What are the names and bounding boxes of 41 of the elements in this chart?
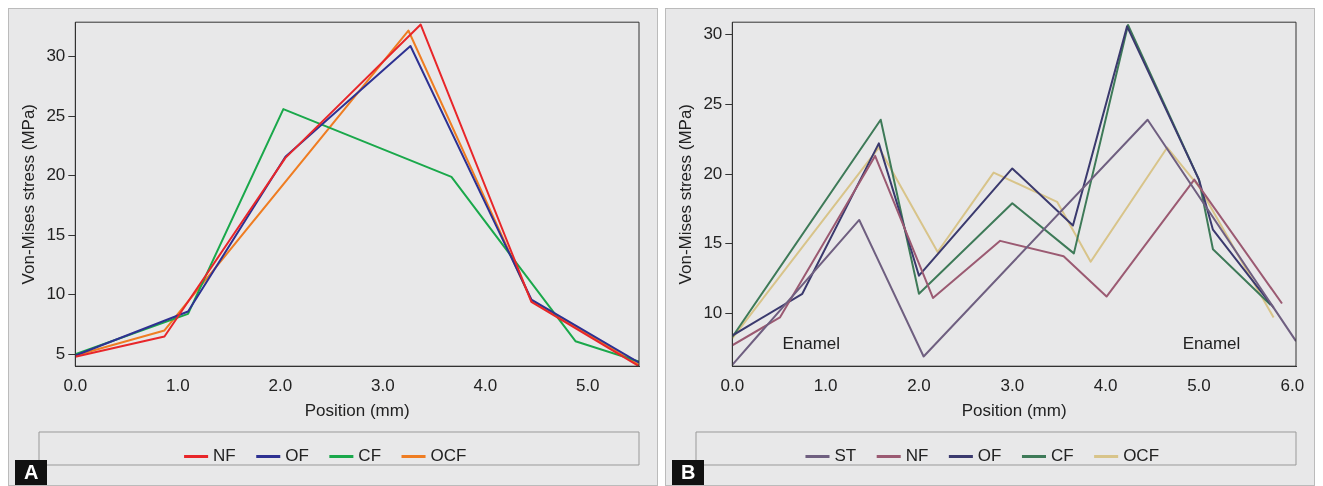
x-axis-title: Position (mm) [961, 401, 1067, 421]
x-tick-label: 0.0 [63, 376, 88, 396]
legend-label: ST [834, 446, 857, 466]
x-tick-label: 2.0 [268, 376, 293, 396]
x-tick-label: 5.0 [575, 376, 600, 396]
legend-label: OF [285, 446, 309, 466]
y-tick-label: 20 [703, 163, 723, 183]
legend-label: NF [213, 446, 236, 466]
legend-label: CF [358, 446, 382, 466]
y-tick-label: 25 [703, 94, 723, 114]
legend-label: OF [977, 446, 1002, 466]
y-tick-label: 15 [46, 224, 66, 244]
x-tick-label: 6.0 [1280, 376, 1305, 396]
y-axis-title: Von-Mises stress (MPa) [18, 103, 38, 285]
x-tick-label: 1.0 [165, 376, 190, 396]
x-axis-title: Position (mm) [304, 401, 410, 421]
x-tick-label: 5.0 [1187, 376, 1211, 396]
y-tick-label: 10 [46, 284, 66, 304]
legend-label: OCF [430, 446, 467, 466]
annotation: Enamel [782, 333, 841, 353]
y-tick-label: 5 [55, 343, 66, 363]
x-tick-label: 1.0 [813, 376, 838, 396]
x-tick-label: 0.0 [720, 376, 745, 396]
y-tick-label: 30 [703, 24, 723, 44]
y-axis-title: Von-Mises stress (MPa) [675, 103, 695, 285]
y-tick-label: 10 [703, 302, 723, 322]
x-tick-label: 2.0 [907, 376, 931, 396]
y-tick-label: 20 [46, 165, 66, 185]
legend-label: OCF [1123, 446, 1160, 466]
y-tick-label: 30 [46, 46, 66, 66]
x-tick-label: 4.0 [473, 376, 498, 396]
x-tick-label: 3.0 [1000, 376, 1025, 396]
legend-label: CF [1050, 446, 1074, 466]
y-tick-label: 25 [46, 105, 66, 125]
text: B [672, 460, 705, 485]
text: A [15, 460, 48, 485]
annotation: Enamel [1182, 333, 1241, 353]
x-tick-label: 4.0 [1093, 376, 1118, 396]
x-tick-label: 3.0 [370, 376, 395, 396]
y-tick-label: 15 [703, 233, 723, 253]
legend-label: NF [905, 446, 929, 466]
